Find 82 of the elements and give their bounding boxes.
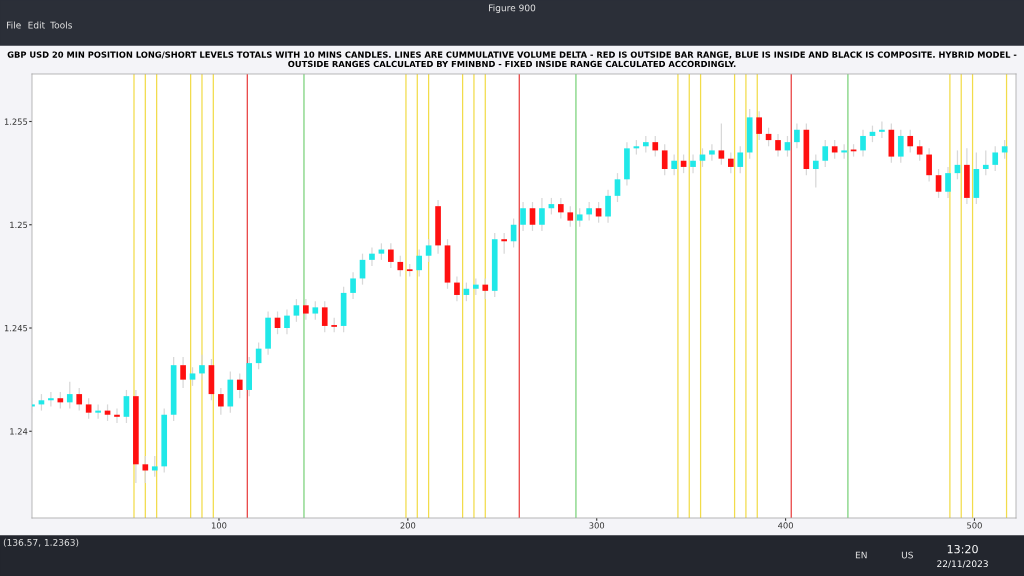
candlestick (520, 201, 526, 232)
candlestick (284, 308, 290, 335)
candlestick (992, 145, 999, 172)
candlestick (690, 153, 696, 174)
y-tick-label: 1.245 (4, 324, 28, 332)
candlestick (982, 149, 989, 176)
candlestick (605, 189, 611, 224)
candlestick (236, 372, 243, 399)
x-tick-label: 100 (211, 522, 227, 529)
x-tick-label: 500 (967, 522, 982, 529)
candlestick (652, 135, 659, 158)
candlestick (189, 366, 196, 387)
candlestick (935, 168, 942, 199)
candlestick (860, 129, 866, 158)
y-tick-label: 1.25 (10, 221, 28, 229)
candlestick (199, 354, 205, 381)
candlestick (916, 139, 923, 162)
candlestick (388, 242, 394, 269)
candlestick (897, 129, 904, 164)
y-tick-label: 1.24 (10, 428, 28, 435)
candlestick (812, 153, 819, 189)
y-tick-label: 1.255 (4, 118, 28, 125)
candlestick (482, 277, 489, 300)
candlestick (831, 139, 838, 160)
candlestick (539, 197, 545, 232)
candlestick (454, 275, 460, 302)
candlestick (95, 403, 101, 420)
candlestick (529, 201, 536, 232)
candlestick (586, 201, 592, 222)
x-tick-label: 200 (400, 522, 416, 529)
text: 13:20 (947, 544, 978, 554)
text: Edit (28, 21, 45, 29)
candlestick (661, 143, 668, 176)
x-tick-label: 300 (589, 522, 605, 529)
candlestick (709, 143, 715, 162)
candlestick (567, 205, 574, 228)
candlestick (48, 391, 54, 408)
text: (136.57, 1.2363) (3, 538, 79, 547)
candlestick (76, 387, 83, 412)
candlestick (425, 238, 432, 263)
text: 22/11/2023 (937, 560, 988, 568)
candlestick (218, 387, 224, 416)
candlestick (926, 147, 932, 183)
text: Tools (50, 21, 72, 29)
candlestick (822, 139, 829, 168)
candlestick (794, 122, 800, 149)
candlestick (369, 246, 375, 267)
candlestick (397, 255, 404, 278)
candlestick (945, 166, 951, 199)
candlestick (180, 356, 186, 389)
candlestick (1001, 139, 1008, 160)
candlestick (841, 143, 847, 160)
candlestick (303, 298, 309, 321)
candlestick (416, 248, 423, 278)
candlestick (85, 397, 92, 420)
candlestick (293, 298, 300, 323)
candlestick (66, 381, 73, 410)
candlestick (907, 129, 914, 154)
candlestick (718, 122, 725, 166)
candlestick (321, 300, 328, 333)
candlestick (756, 110, 762, 141)
text: US (901, 551, 913, 559)
candlestick (879, 120, 885, 139)
candlestick (614, 172, 621, 203)
caption: Figure 900 (489, 4, 536, 14)
candlestick (312, 300, 319, 321)
x-tick-label: 400 (778, 522, 793, 529)
candlestick (558, 197, 564, 220)
candlestick (114, 407, 120, 424)
candlestick (775, 133, 781, 158)
candlestick (123, 389, 130, 424)
text: EN (855, 551, 867, 559)
text: File (7, 21, 21, 29)
candlestick (142, 455, 149, 484)
candlestick (350, 271, 356, 300)
candlestick (576, 207, 583, 228)
candlestick (151, 455, 158, 478)
candlestick (737, 145, 744, 174)
candlestick (727, 151, 734, 174)
candlestick (501, 232, 507, 255)
chart-title: GBP USD 20 MIN POSITION LONG/SHORT LEVELS TOTALS WITH 10 MINS CANDLES. LINES ARE CUMMULATIVE VOLUME DELTA - RED IS OUTSIDE BAR RANGE, BLUE IS INSIDE AND BLACK IS COMPOSITE. HYBRID MODEL - OUTSIDE RANGES CALCULATED BY FMINBND - FIXED INSIDE RANGE CALCULATED ACCORDINGLY. (7, 51, 1017, 68)
candlestick (671, 153, 677, 176)
